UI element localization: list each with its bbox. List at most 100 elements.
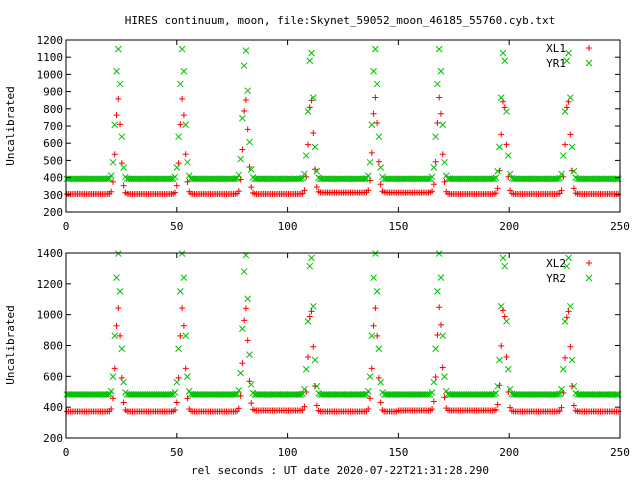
data-point xyxy=(375,158,382,165)
legend-marker xyxy=(585,274,593,282)
data-point xyxy=(247,166,255,173)
data-point xyxy=(434,331,441,338)
y-tick-label: 1000 xyxy=(37,309,64,322)
data-point xyxy=(437,321,444,328)
data-point xyxy=(554,175,562,183)
data-point xyxy=(116,80,124,88)
data-point xyxy=(109,373,117,380)
y-tick-label: 500 xyxy=(43,154,63,167)
data-point xyxy=(562,141,569,148)
data-point xyxy=(301,170,308,178)
data-point xyxy=(177,332,184,339)
x-tick-label: 200 xyxy=(499,220,519,233)
data-point xyxy=(434,288,441,295)
data-point xyxy=(563,57,571,65)
data-point xyxy=(237,155,244,163)
y-tick-label: 600 xyxy=(43,370,63,383)
data-point xyxy=(365,406,372,413)
data-point xyxy=(246,378,253,385)
data-point xyxy=(117,121,124,128)
data-point xyxy=(558,385,565,393)
x-tick-label: 100 xyxy=(278,446,298,459)
data-point xyxy=(370,110,377,117)
data-point xyxy=(120,399,127,406)
data-point xyxy=(184,178,191,185)
data-point xyxy=(501,313,508,320)
x-tick-label: 250 xyxy=(610,446,630,459)
data-point xyxy=(310,130,317,137)
data-point xyxy=(178,250,186,257)
legend-marker xyxy=(585,59,593,67)
data-point xyxy=(613,175,620,183)
data-point xyxy=(111,332,119,340)
data-point xyxy=(240,62,248,70)
y-tick-label: 900 xyxy=(43,86,63,99)
data-point xyxy=(173,399,180,406)
data-point xyxy=(302,365,310,373)
data-point xyxy=(496,143,503,151)
data-point xyxy=(437,110,444,117)
data-point xyxy=(120,378,127,386)
data-point xyxy=(370,322,377,329)
data-point xyxy=(233,390,241,398)
data-point xyxy=(246,351,253,358)
data-point xyxy=(554,391,562,398)
data-point xyxy=(168,391,175,398)
data-point xyxy=(432,374,439,381)
data-point xyxy=(439,121,447,129)
data-point xyxy=(559,152,567,159)
data-point xyxy=(568,356,576,364)
data-point xyxy=(115,305,122,312)
data-point xyxy=(184,395,191,402)
data-point xyxy=(562,354,569,361)
data-point xyxy=(441,178,448,185)
data-point xyxy=(311,356,319,364)
data-point xyxy=(306,57,314,65)
data-point xyxy=(436,94,443,101)
data-point xyxy=(430,378,438,386)
data-point xyxy=(501,57,509,65)
data-point xyxy=(367,395,374,402)
data-point xyxy=(567,94,574,101)
data-point xyxy=(310,343,317,350)
x-tick-label: 250 xyxy=(610,220,630,233)
data-point xyxy=(567,131,574,138)
data-point xyxy=(116,288,124,295)
series-yr2 xyxy=(63,250,622,398)
data-point xyxy=(503,108,510,115)
y-tick-label: 800 xyxy=(43,103,63,116)
data-point xyxy=(425,391,432,398)
y-tick-label: 400 xyxy=(43,401,63,414)
data-point xyxy=(430,164,438,171)
data-point xyxy=(506,385,514,393)
data-point xyxy=(177,121,184,128)
data-point xyxy=(556,174,564,182)
legend-label: YR1 xyxy=(546,57,566,70)
data-point xyxy=(506,170,514,178)
data-point xyxy=(496,356,503,364)
data-point xyxy=(570,185,577,192)
y-axis-label-1: Uncalibrated xyxy=(4,86,17,165)
data-point xyxy=(241,317,248,324)
data-point xyxy=(428,173,436,181)
data-point xyxy=(171,173,179,181)
data-points-2 xyxy=(63,250,622,415)
data-point xyxy=(118,133,126,141)
data-point xyxy=(168,175,175,183)
data-point xyxy=(497,94,505,101)
data-point xyxy=(375,345,383,353)
data-point xyxy=(370,67,377,75)
y-axis-label-2: Uncalibrated xyxy=(4,305,17,384)
data-point xyxy=(311,143,319,151)
data-point xyxy=(368,332,376,340)
x-tick-label: 100 xyxy=(278,220,298,233)
data-point xyxy=(308,97,315,104)
data-point xyxy=(302,152,310,159)
data-point xyxy=(113,112,120,119)
data-point xyxy=(372,305,379,312)
data-point xyxy=(494,167,502,175)
data-point xyxy=(504,365,512,373)
data-point xyxy=(441,373,448,380)
y-tick-label: 1100 xyxy=(37,51,64,64)
x-tick-label: 50 xyxy=(170,220,183,233)
